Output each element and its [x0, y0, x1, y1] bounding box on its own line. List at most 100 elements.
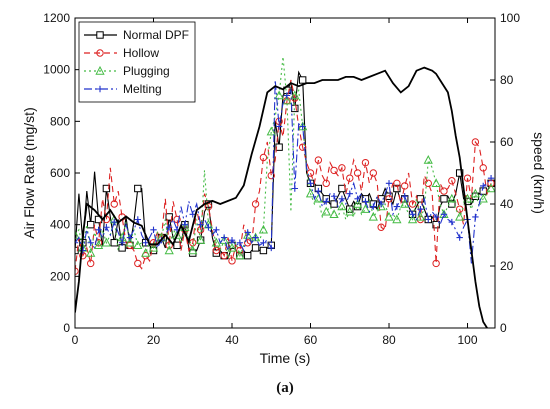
- point-melting-102: [472, 213, 479, 221]
- legend-marker-hollow: [96, 49, 104, 57]
- point-melting-96: [448, 218, 456, 226]
- x-tick-label-4: 80: [382, 333, 396, 347]
- point-normal-dpf-46: [251, 244, 260, 252]
- point-melting-20: [150, 226, 157, 234]
- point-hollow-72: [353, 169, 362, 177]
- point-hollow-68: [338, 164, 346, 172]
- point-normal-dpf-8: [102, 184, 111, 193]
- point-melting-60: [307, 180, 314, 187]
- point-melting-28: [181, 221, 189, 228]
- point-plugging-82: [392, 214, 402, 224]
- point-melting-50: [268, 244, 275, 252]
- point-melting-24: [166, 224, 173, 231]
- axes-layer: 0 20 40 60 80 1000200400600800100012000204060…: [43, 11, 520, 347]
- point-hollow-60: [306, 169, 315, 177]
- point-hollow-78: [377, 223, 385, 231]
- y-left-tick-label-2: 400: [50, 218, 70, 232]
- point-melting-98: [456, 234, 463, 241]
- point-hollow-16: [134, 259, 142, 268]
- point-normal-dpf-80: [385, 192, 393, 200]
- point-normal-dpf-48: [259, 246, 268, 255]
- point-normal-dpf-94: [440, 195, 448, 203]
- point-hollow-102: [471, 138, 480, 146]
- point-melting-6: [95, 226, 102, 234]
- point-melting-74: [362, 198, 369, 205]
- point-melting-46: [252, 234, 259, 241]
- y-right-tick-label-5: 100: [500, 11, 520, 25]
- point-plugging-50: [266, 126, 276, 136]
- point-plugging-102: [470, 188, 481, 198]
- point-melting-78: [377, 200, 385, 208]
- point-melting-48: [260, 239, 267, 246]
- legend: Normal DPF Hollow Plugging Melting: [78, 21, 196, 103]
- legend-marker-plugging: [95, 65, 105, 75]
- point-hollow-66: [330, 166, 338, 175]
- point-hollow-84: [401, 182, 409, 190]
- point-melting-64: [323, 198, 330, 205]
- y-left-tick-label-5: 1000: [43, 63, 70, 77]
- point-plugging-66: [329, 209, 339, 219]
- point-melting-82: [393, 203, 401, 210]
- x-tick-label-2: 40: [225, 333, 239, 347]
- point-melting-14: [126, 234, 134, 241]
- point-melting-90: [425, 216, 432, 223]
- legend-item-plugging: Plugging: [84, 64, 170, 78]
- y-left-tick-label-3: 600: [50, 166, 70, 180]
- point-plugging-36: [211, 237, 221, 247]
- point-plugging-96: [447, 193, 457, 203]
- point-normal-dpf-52: [275, 143, 283, 151]
- point-plugging-88: [415, 211, 426, 221]
- point-melting-36: [213, 226, 220, 234]
- point-plugging-84: [400, 198, 410, 208]
- point-plugging-38: [219, 235, 229, 244]
- point-melting-58: [299, 123, 306, 130]
- panel-label: (a): [276, 380, 294, 396]
- point-normal-dpf-24: [165, 213, 173, 221]
- series-melting: [75, 79, 495, 264]
- point-hollow-42: [236, 246, 244, 255]
- point-hollow-26: [173, 215, 181, 224]
- point-plugging-26: [172, 229, 182, 239]
- point-melting-12: [118, 239, 126, 246]
- point-melting-72: [354, 195, 361, 203]
- point-melting-68: [338, 195, 346, 203]
- point-hollow-10: [110, 200, 118, 208]
- point-melting-56: [291, 185, 299, 192]
- legend-marker-normal-dpf: [96, 31, 104, 39]
- x-tick-label-5: 100: [458, 333, 478, 347]
- point-melting-32: [197, 221, 204, 228]
- point-plugging-78: [376, 201, 386, 211]
- point-melting-84: [401, 193, 408, 200]
- point-plugging-0: [75, 229, 80, 239]
- legend-item-melting: Melting: [84, 82, 162, 96]
- point-hollow-70: [346, 174, 354, 182]
- point-plugging-48: [258, 224, 269, 234]
- point-plugging-86: [407, 214, 418, 224]
- point-melting-18: [142, 239, 149, 246]
- point-plugging-42: [235, 250, 245, 260]
- point-plugging-14: [125, 237, 135, 247]
- point-normal-dpf-4: [87, 220, 95, 229]
- point-normal-dpf-16: [134, 184, 142, 193]
- point-melting-8: [103, 224, 110, 231]
- point-melting-94: [440, 211, 448, 218]
- point-melting-10: [111, 218, 118, 226]
- point-melting-106: [487, 174, 495, 182]
- point-plugging-6: [93, 240, 104, 250]
- point-plugging-54: [282, 95, 292, 105]
- point-plugging-40: [227, 242, 237, 252]
- point-plugging-72: [352, 198, 363, 208]
- y-left-tick-label-0: 0: [63, 321, 70, 335]
- point-hollow-92: [432, 259, 440, 268]
- point-hollow-46: [251, 200, 260, 208]
- point-melting-66: [330, 193, 338, 200]
- point-hollow-40: [228, 257, 236, 265]
- point-plugging-106: [486, 183, 495, 193]
- series-line-hollow: [75, 79, 492, 272]
- point-plugging-20: [148, 242, 159, 252]
- point-melting-44: [244, 229, 251, 236]
- point-hollow-74: [361, 158, 370, 167]
- series-layer: [75, 56, 495, 328]
- point-melting-34: [205, 224, 212, 231]
- point-melting-52: [275, 123, 283, 130]
